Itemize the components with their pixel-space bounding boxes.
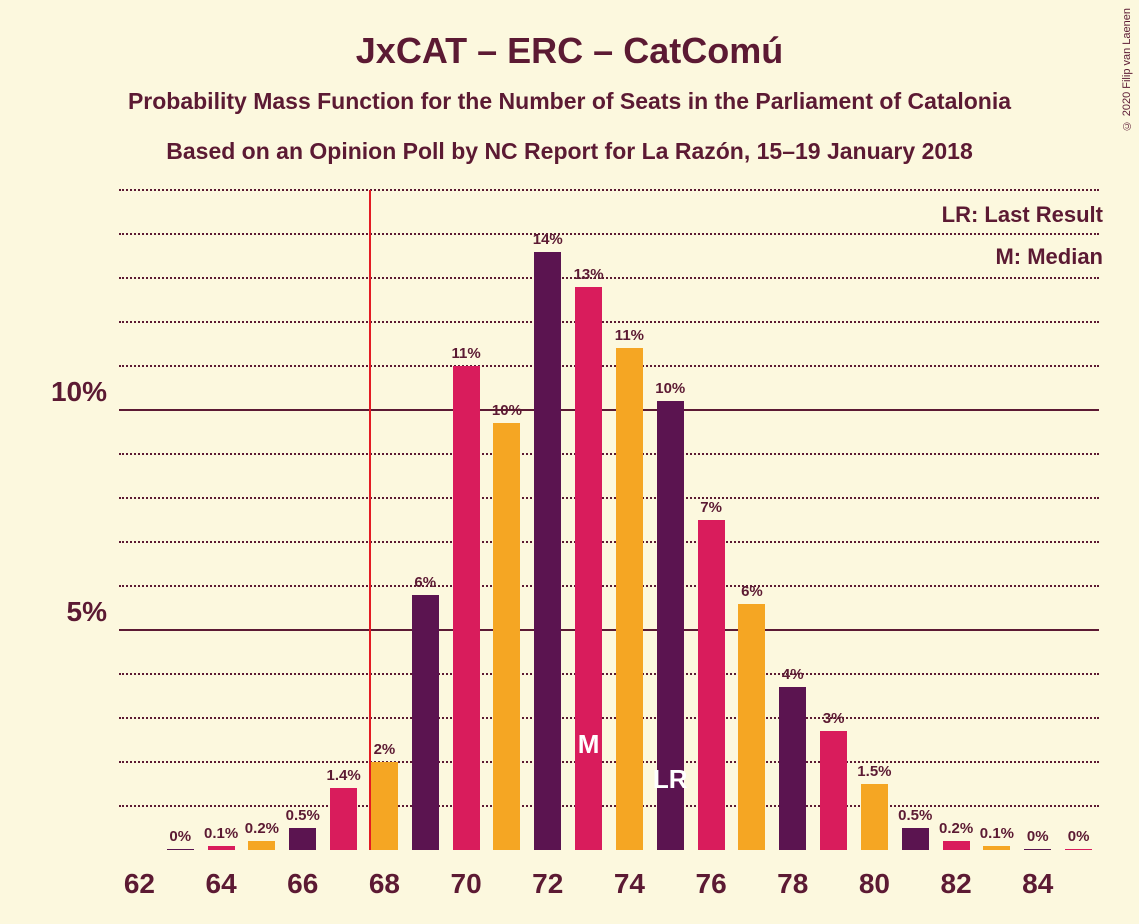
- bar-value-label: 10%: [492, 402, 522, 419]
- bar-value-label: 6%: [414, 574, 436, 591]
- bar: [1065, 849, 1092, 850]
- bar: [289, 828, 316, 850]
- bar-value-label: 0.2%: [245, 820, 279, 837]
- bar-value-label: 11%: [615, 327, 644, 344]
- gridline-minor: [119, 365, 1099, 367]
- gridline-minor: [119, 233, 1099, 235]
- bar: [738, 604, 765, 850]
- bar: [902, 828, 929, 850]
- bar-value-label: 0%: [1027, 828, 1049, 845]
- bar: [330, 788, 357, 850]
- gridline-major: [119, 409, 1099, 411]
- gridline-minor: [119, 805, 1099, 807]
- x-axis-tick-label: 68: [364, 868, 404, 900]
- y-axis-tick-label: 10%: [51, 376, 107, 408]
- x-axis-tick-label: 78: [773, 868, 813, 900]
- gridline-minor: [119, 277, 1099, 279]
- bar-value-label: 3%: [823, 710, 845, 727]
- gridline-minor: [119, 321, 1099, 323]
- bar-value-label: 0.1%: [204, 825, 238, 842]
- x-axis-tick-label: 84: [1018, 868, 1058, 900]
- bar: [698, 520, 725, 850]
- gridline-minor: [119, 497, 1099, 499]
- gridline-minor: [119, 453, 1099, 455]
- x-axis-tick-label: 64: [201, 868, 241, 900]
- gridline-minor: [119, 541, 1099, 543]
- bar: [412, 595, 439, 850]
- bar-value-label: 1.5%: [857, 763, 891, 780]
- bar: [861, 784, 888, 850]
- bar-marker: LR: [653, 764, 688, 795]
- last-result-line: [369, 190, 371, 850]
- x-axis-tick-label: 72: [528, 868, 568, 900]
- bar-value-label: 6%: [741, 583, 763, 600]
- bar: [575, 287, 602, 850]
- x-axis-tick-label: 80: [854, 868, 894, 900]
- y-axis-tick-label: 5%: [67, 596, 107, 628]
- bar-value-label: 0%: [1068, 828, 1090, 845]
- x-axis-tick-label: 82: [936, 868, 976, 900]
- bar: [779, 687, 806, 850]
- bar-value-label: 1.4%: [326, 767, 360, 784]
- bar-value-label: 0.1%: [980, 825, 1014, 842]
- bar: [248, 841, 275, 850]
- bar-value-label: 0.5%: [286, 807, 320, 824]
- bar-value-label: 7%: [700, 499, 722, 516]
- x-axis-tick-label: 66: [283, 868, 323, 900]
- bar-value-label: 13%: [574, 266, 604, 283]
- bar: [943, 841, 970, 850]
- chart-title: JxCAT – ERC – CatComú: [0, 30, 1139, 72]
- gridline-minor: [119, 673, 1099, 675]
- bar: [820, 731, 847, 850]
- bar: [983, 846, 1010, 850]
- bar: [493, 423, 520, 850]
- gridline-major: [119, 629, 1099, 631]
- bar: [1024, 849, 1051, 850]
- bar-value-label: 11%: [451, 345, 480, 362]
- plot-area: 5%10%6264666870727476788082840%0.1%0.2%0…: [119, 190, 1099, 850]
- chart-container: © 2020 Filip van Laenen JxCAT – ERC – Ca…: [0, 0, 1139, 924]
- bar: [616, 348, 643, 850]
- bar-value-label: 2%: [374, 741, 396, 758]
- bar: [534, 252, 561, 850]
- bar-marker: M: [578, 729, 600, 760]
- x-axis-tick-label: 74: [609, 868, 649, 900]
- gridline-minor: [119, 717, 1099, 719]
- gridline-minor: [119, 761, 1099, 763]
- x-axis-tick-label: 76: [691, 868, 731, 900]
- x-axis-tick-label: 70: [446, 868, 486, 900]
- bar-value-label: 10%: [655, 380, 685, 397]
- bar: [371, 762, 398, 850]
- bar-value-label: 0.2%: [939, 820, 973, 837]
- gridline-minor: [119, 585, 1099, 587]
- bar: [208, 846, 235, 850]
- chart-subtitle-2: Based on an Opinion Poll by NC Report fo…: [0, 138, 1139, 165]
- chart-subtitle-1: Probability Mass Function for the Number…: [0, 88, 1139, 115]
- x-axis-tick-label: 62: [119, 868, 159, 900]
- gridline-minor: [119, 189, 1099, 191]
- bar-value-label: 0.5%: [898, 807, 932, 824]
- bar-value-label: 0%: [169, 828, 191, 845]
- bar-value-label: 4%: [782, 666, 804, 683]
- bar: [453, 366, 480, 850]
- bar: [167, 849, 194, 850]
- bar-value-label: 14%: [533, 231, 563, 248]
